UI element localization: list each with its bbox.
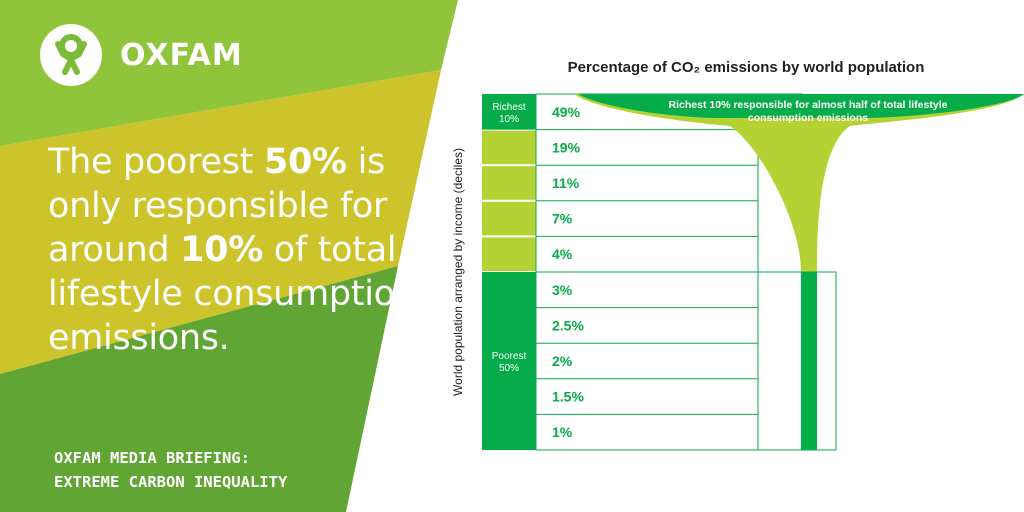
chart-title: Percentage of CO₂ emissions by world pop… [568,59,925,76]
value-label-2: 11% [552,175,580,191]
group-label-2-line1: Poorest [492,351,527,362]
brand-name: OXFAM [120,37,243,73]
group-block-mid-2 [482,201,536,236]
bottom-green-panel [0,266,398,512]
value-label-8: 1.5% [552,389,584,405]
group-label-0-line2: 10% [499,114,519,125]
value-label-3: 7% [552,211,573,227]
annotation-line-1: Richest 10% responsible for almost half … [669,99,948,111]
funnel-stem [801,272,817,450]
brand: OXFAM [40,24,243,86]
group-block-mid-3 [482,237,536,271]
mustard-panel [0,70,441,374]
value-label-6: 2.5% [552,317,584,333]
headline-pct-1: 50% [263,142,347,182]
briefing-line-1: OXFAM MEDIA BRIEFING: [54,449,250,467]
value-label-9: 1% [552,424,573,440]
group-block-0 [482,94,536,130]
headline-pct-2: 10% [180,230,263,270]
poorest-outline [757,271,837,451]
group-label-0-line1: Richest [492,102,526,113]
funnel-lime [574,94,1024,272]
y-axis-label: World population arranged by income (dec… [451,148,465,396]
emissions-chart: Percentage of CO₂ emissions by world pop… [451,59,1024,451]
headline-mid: is only responsible for around [48,142,388,270]
funnel-top-band [578,94,1024,118]
headline: The poorest 50% is only responsible for … [48,140,428,360]
briefing-line-2: EXTREME CARBON INEQUALITY [54,473,288,491]
value-label-0: 49% [552,104,581,120]
value-label-5: 3% [552,282,573,298]
value-label-1: 19% [552,139,581,155]
group-block-mid-0 [482,130,536,165]
group-label-2-line2: 50% [499,363,519,374]
media-briefing: OXFAM MEDIA BRIEFING: EXTREME CARBON INE… [54,446,287,494]
oxfam-logo-icon [40,24,102,86]
annotation-line-2: consumption emissions [748,112,868,124]
headline-pre: The poorest [48,142,264,182]
top-green-panel [0,0,458,146]
value-label-4: 4% [552,246,573,262]
group-block-mid-1 [482,166,536,200]
value-label-7: 2% [552,353,573,369]
group-block-2 [482,272,536,450]
headline-post: of total lifestyle consumption emissions… [48,230,417,358]
